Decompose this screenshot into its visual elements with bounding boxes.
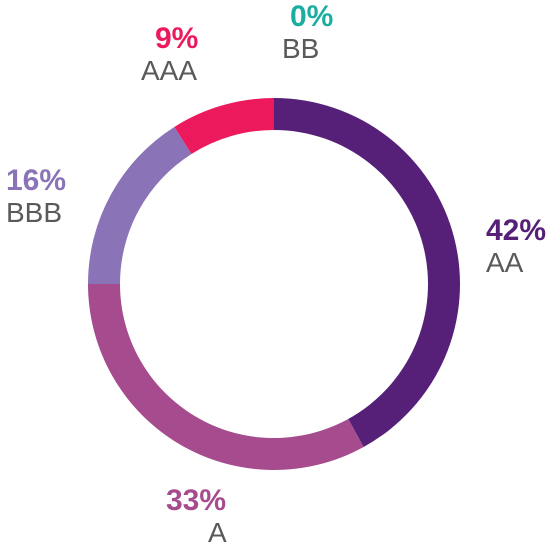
slice-label-aa: 42% AA — [486, 216, 546, 277]
slice-label-bb: 0% BB — [282, 2, 333, 63]
donut-slice-aaa — [174, 98, 274, 154]
slice-category-bb: BB — [282, 33, 320, 64]
slice-percent-aaa: 9% — [155, 22, 199, 55]
slice-category-bbb: BBB — [6, 197, 63, 228]
slice-category-aa: AA — [486, 247, 524, 278]
donut-slice-bbb — [88, 126, 192, 284]
slice-percent-a: 33% — [166, 484, 227, 517]
slice-category-a: A — [208, 517, 227, 548]
donut-slice-a — [88, 284, 364, 471]
slice-percent-aa: 42% — [486, 214, 547, 247]
slice-percent-bb: 0% — [290, 0, 334, 33]
donut-slice-aa — [274, 98, 460, 447]
slice-category-aaa: AAA — [141, 55, 198, 86]
slice-label-bbb: 16% BBB — [6, 166, 66, 227]
slice-label-a: 33% A — [166, 486, 227, 547]
slice-percent-bbb: 16% — [6, 164, 67, 197]
slice-label-aaa: 9% AAA — [141, 24, 198, 85]
